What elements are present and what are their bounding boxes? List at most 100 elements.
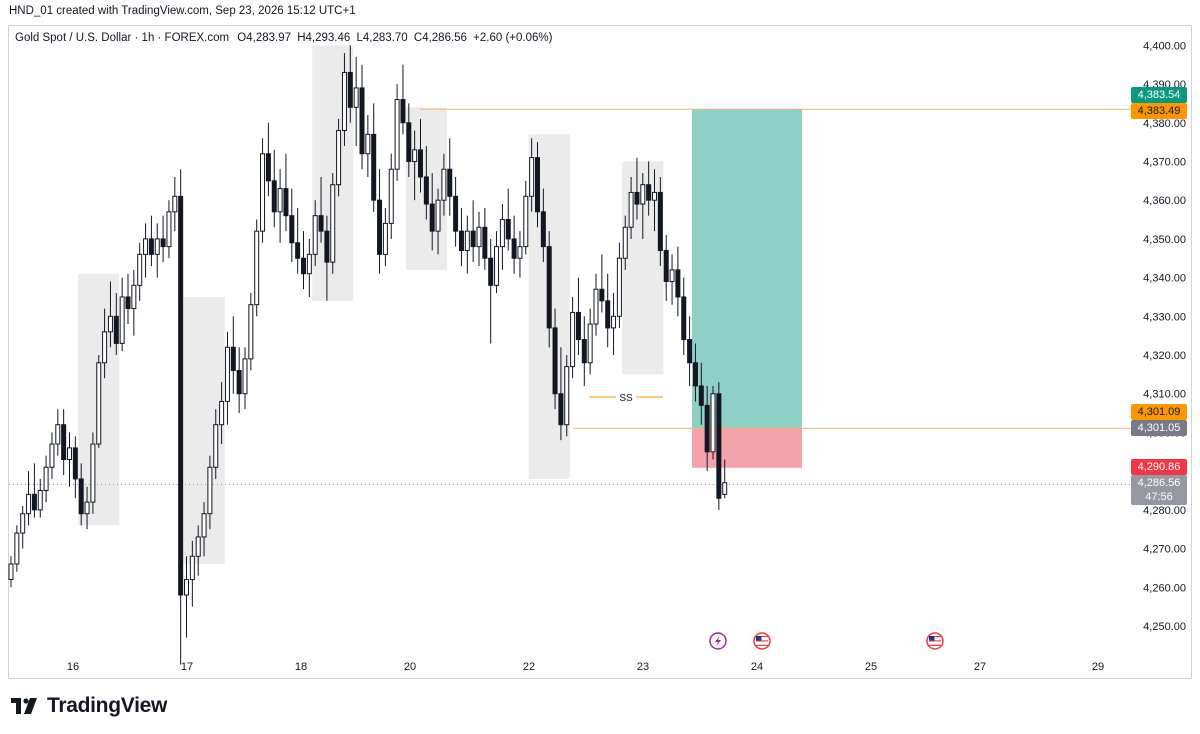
- candle[interactable]: [464, 215, 470, 274]
- candle[interactable]: [476, 211, 482, 266]
- candle[interactable]: [265, 122, 271, 197]
- candle[interactable]: [113, 293, 119, 356]
- candle[interactable]: [242, 347, 248, 410]
- candle[interactable]: [535, 142, 540, 228]
- candle[interactable]: [61, 409, 67, 476]
- candle[interactable]: [640, 173, 646, 239]
- candle[interactable]: [628, 176, 634, 239]
- candle[interactable]: [646, 161, 652, 216]
- candle[interactable]: [412, 130, 418, 201]
- candle[interactable]: [277, 169, 283, 243]
- candle[interactable]: [347, 45, 353, 123]
- candle[interactable]: [359, 64, 365, 170]
- candle[interactable]: [341, 53, 347, 146]
- candle[interactable]: [37, 478, 43, 518]
- candle[interactable]: [394, 84, 400, 181]
- us-flag-event-icon[interactable]: [926, 632, 944, 650]
- candle[interactable]: [529, 138, 535, 212]
- chart-frame[interactable]: [8, 25, 1192, 679]
- candle[interactable]: [8, 556, 14, 588]
- candle[interactable]: [78, 463, 84, 526]
- tradingview-brand[interactable]: TradingView: [11, 694, 167, 718]
- candle[interactable]: [704, 385, 710, 472]
- candle[interactable]: [634, 157, 640, 220]
- candle[interactable]: [271, 149, 277, 228]
- candle[interactable]: [96, 355, 102, 448]
- candle[interactable]: [581, 316, 587, 386]
- candle[interactable]: [131, 269, 137, 336]
- candle[interactable]: [435, 188, 441, 255]
- candle[interactable]: [587, 308, 593, 375]
- candle[interactable]: [482, 207, 488, 270]
- candle[interactable]: [213, 409, 219, 479]
- candle[interactable]: [599, 254, 605, 313]
- candle[interactable]: [148, 215, 154, 266]
- candle[interactable]: [406, 103, 412, 177]
- candle[interactable]: [692, 343, 698, 402]
- candle[interactable]: [330, 173, 336, 274]
- stop-zone[interactable]: [692, 428, 802, 468]
- candle[interactable]: [388, 153, 394, 239]
- candle[interactable]: [295, 207, 301, 274]
- candle[interactable]: [423, 145, 429, 220]
- candle[interactable]: [260, 138, 266, 243]
- candle[interactable]: [201, 502, 207, 557]
- candle[interactable]: [616, 242, 622, 328]
- lightning-event-icon[interactable]: [709, 632, 727, 650]
- candle[interactable]: [219, 382, 225, 445]
- candle[interactable]: [511, 215, 517, 274]
- candle[interactable]: [43, 455, 49, 503]
- us-flag-event-icon[interactable]: [753, 632, 771, 650]
- candle[interactable]: [722, 459, 728, 499]
- candle[interactable]: [119, 277, 125, 352]
- candle[interactable]: [540, 188, 546, 263]
- candle[interactable]: [143, 223, 149, 278]
- candle[interactable]: [178, 169, 184, 665]
- candle[interactable]: [336, 118, 342, 197]
- candle[interactable]: [107, 281, 113, 348]
- candle[interactable]: [154, 223, 160, 278]
- candle[interactable]: [488, 238, 494, 344]
- candle[interactable]: [687, 316, 693, 386]
- candle[interactable]: [575, 277, 581, 356]
- candle[interactable]: [453, 176, 459, 247]
- candle[interactable]: [499, 204, 505, 270]
- candle[interactable]: [353, 56, 359, 146]
- candle[interactable]: [318, 176, 324, 243]
- candle[interactable]: [505, 188, 511, 251]
- candle[interactable]: [14, 525, 20, 572]
- candle[interactable]: [605, 273, 611, 348]
- candle[interactable]: [365, 115, 371, 177]
- candle[interactable]: [31, 463, 37, 518]
- candle[interactable]: [523, 180, 529, 255]
- candle[interactable]: [90, 432, 96, 514]
- target-zone[interactable]: [692, 109, 802, 429]
- candle[interactable]: [207, 455, 213, 530]
- candle[interactable]: [137, 242, 143, 301]
- candle[interactable]: [652, 169, 657, 232]
- candle[interactable]: [20, 505, 26, 549]
- candle[interactable]: [663, 235, 669, 301]
- candle[interactable]: [611, 293, 617, 356]
- candle[interactable]: [224, 331, 230, 425]
- candle[interactable]: [236, 347, 242, 414]
- candle[interactable]: [289, 188, 295, 263]
- candle[interactable]: [301, 231, 306, 290]
- candle[interactable]: [558, 347, 564, 441]
- candle[interactable]: [248, 293, 254, 371]
- candle[interactable]: [669, 254, 675, 305]
- candle[interactable]: [84, 486, 90, 530]
- candle[interactable]: [377, 169, 383, 274]
- candle[interactable]: [552, 308, 558, 410]
- candle[interactable]: [458, 207, 464, 266]
- candle[interactable]: [125, 273, 131, 325]
- candle[interactable]: [470, 200, 476, 263]
- candle[interactable]: [400, 64, 406, 135]
- candle[interactable]: [230, 316, 236, 394]
- candle[interactable]: [166, 200, 172, 259]
- candle[interactable]: [195, 525, 201, 576]
- candle[interactable]: [441, 153, 447, 216]
- candle[interactable]: [67, 432, 72, 487]
- candle[interactable]: [675, 246, 681, 317]
